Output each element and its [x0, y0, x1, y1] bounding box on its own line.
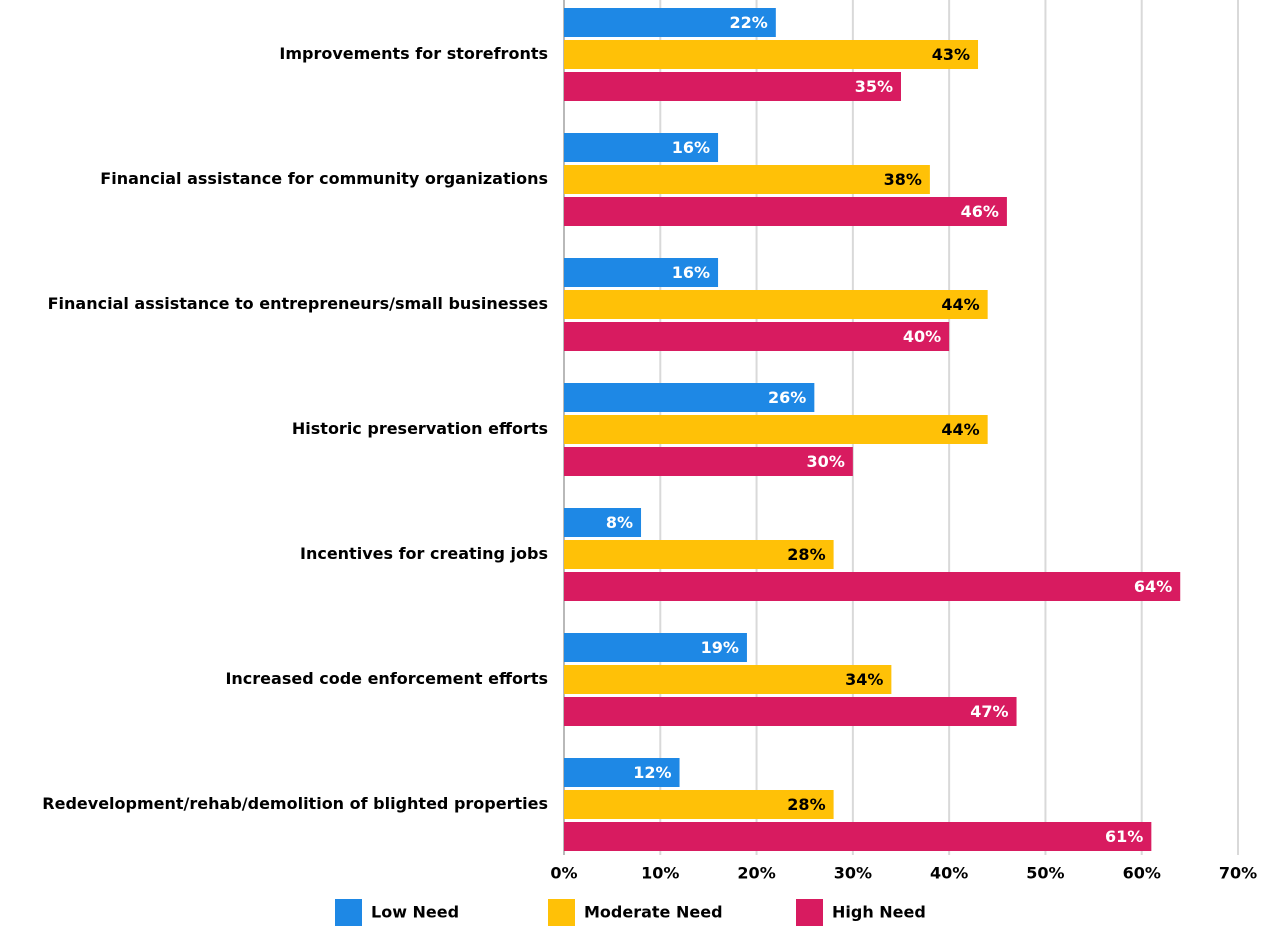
value-label: 44%	[941, 295, 979, 314]
value-label: 12%	[633, 763, 671, 782]
category-label: Increased code enforcement efforts	[225, 669, 548, 688]
bar	[564, 290, 988, 319]
bar	[564, 540, 834, 569]
value-label: 16%	[672, 138, 710, 157]
bar	[564, 758, 680, 787]
bar	[564, 572, 1181, 601]
value-label: 28%	[787, 795, 825, 814]
bar	[564, 165, 930, 194]
bar	[564, 633, 747, 662]
category-label: Financial assistance for community organ…	[100, 169, 548, 188]
bar	[564, 790, 834, 819]
legend-swatch	[548, 899, 575, 926]
value-label: 64%	[1134, 577, 1172, 596]
value-label: 61%	[1105, 827, 1143, 846]
x-tick-label: 40%	[930, 864, 968, 883]
bar	[564, 40, 979, 69]
value-label: 35%	[855, 77, 893, 96]
category-label: Financial assistance to entrepreneurs/sm…	[48, 294, 548, 313]
bar	[564, 72, 901, 101]
bar	[564, 133, 719, 162]
legend-swatch	[335, 899, 362, 926]
bar	[564, 447, 853, 476]
value-label: 26%	[768, 388, 806, 407]
value-label: 43%	[932, 45, 970, 64]
x-tick-label: 30%	[834, 864, 872, 883]
value-label: 8%	[606, 513, 633, 532]
category-label: Improvements for storefronts	[279, 44, 548, 63]
x-tick-label: 50%	[1026, 864, 1064, 883]
value-label: 47%	[970, 702, 1008, 721]
legend-label: Moderate Need	[584, 903, 723, 922]
value-label: 44%	[941, 420, 979, 439]
x-tick-label: 20%	[737, 864, 775, 883]
value-label: 34%	[845, 670, 883, 689]
category-label: Redevelopment/rehab/demolition of blight…	[42, 794, 548, 813]
bar	[564, 258, 719, 287]
bar	[564, 508, 642, 537]
x-tick-label: 10%	[641, 864, 679, 883]
bar	[564, 383, 815, 412]
bar	[564, 8, 776, 37]
legend-swatch	[796, 899, 823, 926]
bar	[564, 197, 1007, 226]
bar	[564, 415, 988, 444]
value-label: 16%	[672, 263, 710, 282]
value-label: 22%	[730, 13, 768, 32]
value-label: 40%	[903, 327, 941, 346]
bar	[564, 697, 1017, 726]
x-tick-label: 70%	[1219, 864, 1257, 883]
value-label: 46%	[961, 202, 999, 221]
legend-label: Low Need	[371, 903, 459, 922]
category-label: Historic preservation efforts	[292, 419, 548, 438]
bar	[564, 665, 892, 694]
x-tick-label: 60%	[1123, 864, 1161, 883]
bar	[564, 322, 950, 351]
legend-label: High Need	[832, 903, 926, 922]
value-label: 28%	[787, 545, 825, 564]
bar	[564, 822, 1152, 851]
value-label: 19%	[701, 638, 739, 657]
value-label: 30%	[807, 452, 845, 471]
x-tick-label: 0%	[550, 864, 577, 883]
value-label: 38%	[884, 170, 922, 189]
category-label: Incentives for creating jobs	[300, 544, 548, 563]
